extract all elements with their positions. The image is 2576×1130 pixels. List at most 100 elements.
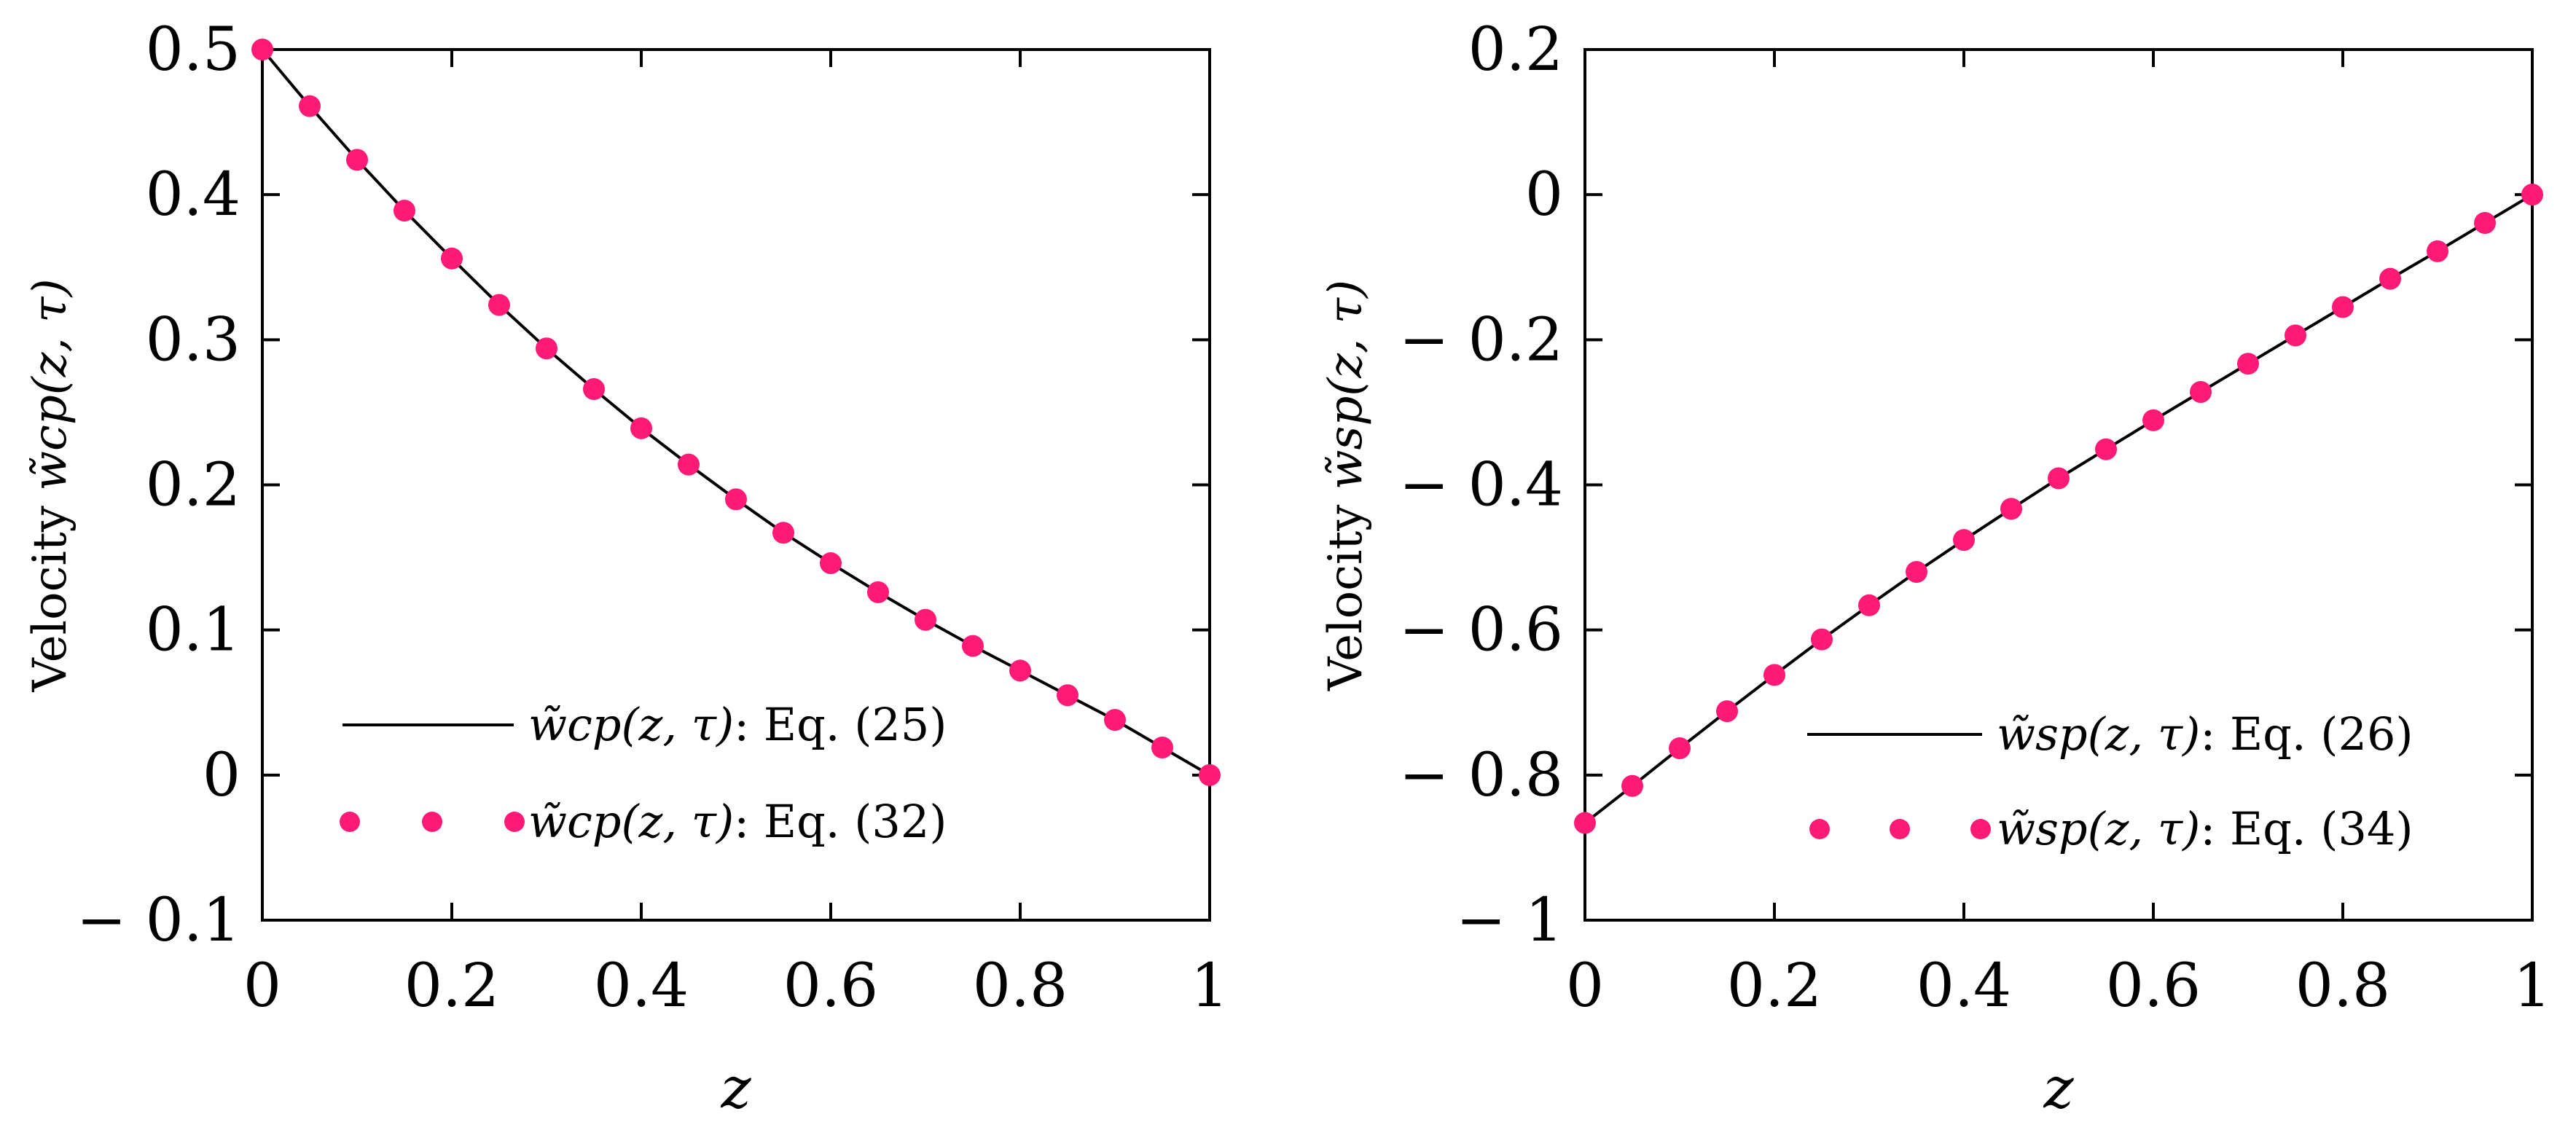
legend-dot-swatch (1970, 819, 1991, 839)
y-tick-label: 0.2 (1468, 15, 1563, 85)
data-point (1953, 529, 1975, 552)
data-point (2237, 353, 2259, 375)
y-axis-label: Velocity w̃sp(z, τ) (1319, 280, 1373, 691)
legend-dot-swatch (504, 812, 525, 832)
data-point (820, 552, 842, 575)
data-point (725, 488, 747, 511)
data-point (441, 247, 463, 270)
x-axis-label: z (2043, 1056, 2074, 1121)
legend: w̃cp(z, τ): Eq. (25) w̃cp(z, τ): Eq. (32… (340, 698, 947, 848)
legend-entry-1-math: w̃cp(z, τ) (528, 795, 734, 848)
legend-dot-swatch (422, 812, 442, 832)
data-point (1199, 764, 1221, 786)
data-point (1669, 737, 1691, 759)
data-point (630, 417, 652, 439)
data-point (536, 337, 557, 360)
data-point (2048, 467, 2070, 490)
y-tick-label: 0.4 (146, 160, 240, 229)
data-point (915, 608, 936, 631)
data-point (2521, 184, 2543, 206)
x-tick-label: 0.8 (2295, 952, 2390, 1021)
y-axis-label-math: w̃cp(z, τ) (23, 278, 77, 490)
data-point (394, 200, 415, 222)
data-point (1858, 594, 1880, 616)
data-point (2190, 381, 2212, 404)
y-axis-label: Velocity w̃cp(z, τ) (23, 278, 77, 692)
x-tick-label: 1 (2513, 952, 2551, 1021)
y-tick-label: 0.5 (146, 15, 240, 85)
x-tick-labels: 0 0.2 0.4 0.6 0.8 1 (1566, 952, 2551, 1021)
data-point (678, 453, 700, 476)
legend-entry-1-eq: : Eq. (34) (2200, 802, 2413, 855)
tick-marks (1583, 48, 2534, 922)
legend-entry-0: w̃cp(z, τ): Eq. (25) (528, 698, 947, 751)
y-tick-labels: − 1 − 0.8 − 0.6 − 0.4 − 0.2 0 0.2 (1399, 15, 1563, 955)
y-tick-label: − 0.2 (1399, 305, 1563, 374)
data-point (488, 294, 510, 316)
legend-entry-0-math: w̃cp(z, τ) (528, 698, 734, 751)
x-tick-label: 0.6 (783, 952, 878, 1021)
x-tick-label: 0.2 (1727, 952, 1822, 1021)
y-tick-label: − 1 (1456, 886, 1563, 955)
legend-entry-1: w̃sp(z, τ): Eq. (34) (1997, 802, 2413, 855)
data-point (1621, 774, 1643, 797)
legend-entry-1-math: w̃sp(z, τ) (1997, 802, 2200, 855)
y-tick-label: − 0.6 (1399, 596, 1563, 665)
y-tick-label: 0.1 (146, 596, 240, 665)
data-point (2474, 212, 2496, 235)
x-tick-label: 0.4 (1917, 952, 2011, 1021)
x-tick-labels: 0 0.2 0.4 0.6 0.8 1 (243, 952, 1229, 1021)
data-point (1716, 700, 1738, 723)
x-tick-label: 0.2 (404, 952, 499, 1021)
legend-dot-swatch (340, 812, 360, 832)
series-layer (251, 39, 1221, 786)
data-point (2379, 267, 2401, 290)
data-point (1811, 628, 1833, 651)
data-point (1574, 812, 1596, 834)
data-point (346, 149, 368, 171)
data-point (2095, 438, 2117, 460)
y-axis-label-prefix: Velocity (1319, 490, 1373, 691)
data-point (772, 522, 794, 544)
x-axis-label: z (720, 1056, 751, 1121)
series-layer (1574, 184, 2543, 834)
legend-entry-0-eq: : Eq. (25) (734, 698, 947, 751)
data-point (1104, 709, 1126, 731)
y-tick-label: − 0.8 (1399, 741, 1563, 810)
y-tick-label: − 0.1 (77, 886, 240, 955)
y-axis-label-prefix: Velocity (23, 491, 77, 693)
data-point (867, 581, 889, 603)
data-point (1906, 561, 1927, 583)
chart-sp-velocity: 0 0.2 0.4 0.6 0.8 1 − 1− 0.8− 0.6− 0.4− 0.200… (1319, 15, 2551, 1121)
x-tick-label: 0.6 (2106, 952, 2201, 1021)
legend: w̃sp(z, τ): Eq. (26) w̃sp(z, τ): Eq. (34… (1807, 707, 2413, 855)
x-tick-label: 0 (1566, 952, 1604, 1021)
x-tick-label: 1 (1191, 952, 1229, 1021)
data-point (299, 95, 321, 117)
y-tick-label: − 0.4 (1399, 451, 1563, 520)
data-point (2285, 324, 2306, 347)
y-tick-labels: − 0.1 0 0.1 0.2 0.3 0.4 0.5 (77, 15, 240, 955)
legend-entry-0: w̃sp(z, τ): Eq. (26) (1997, 707, 2413, 761)
data-point (583, 378, 605, 401)
data-point (251, 39, 273, 60)
legend-entry-0-eq: : Eq. (26) (2200, 707, 2413, 761)
tick-marks (261, 48, 1211, 922)
y-tick-label: 0 (203, 741, 240, 810)
legend-dot-swatch (1890, 819, 1910, 839)
y-tick-label: 0.3 (146, 305, 240, 374)
legend-entry-0-math: w̃sp(z, τ) (1997, 707, 2200, 761)
series-line (261, 48, 1211, 777)
data-point (1763, 664, 1785, 686)
y-tick-label: 0 (1525, 160, 1563, 229)
plot-frame (261, 48, 1211, 922)
chart-cp-velocity: 0 0.2 0.4 0.6 0.8 1 − 0.100.10.20.30.40.5 z V… (23, 15, 1229, 1121)
x-tick-label: 0.4 (594, 952, 689, 1021)
data-point (2332, 296, 2354, 318)
data-point (2000, 498, 2022, 520)
legend-entry-1: w̃cp(z, τ): Eq. (32) (528, 795, 947, 848)
data-point (2142, 409, 2164, 431)
data-point (962, 635, 984, 657)
legend-entry-1-eq: : Eq. (32) (734, 795, 947, 848)
